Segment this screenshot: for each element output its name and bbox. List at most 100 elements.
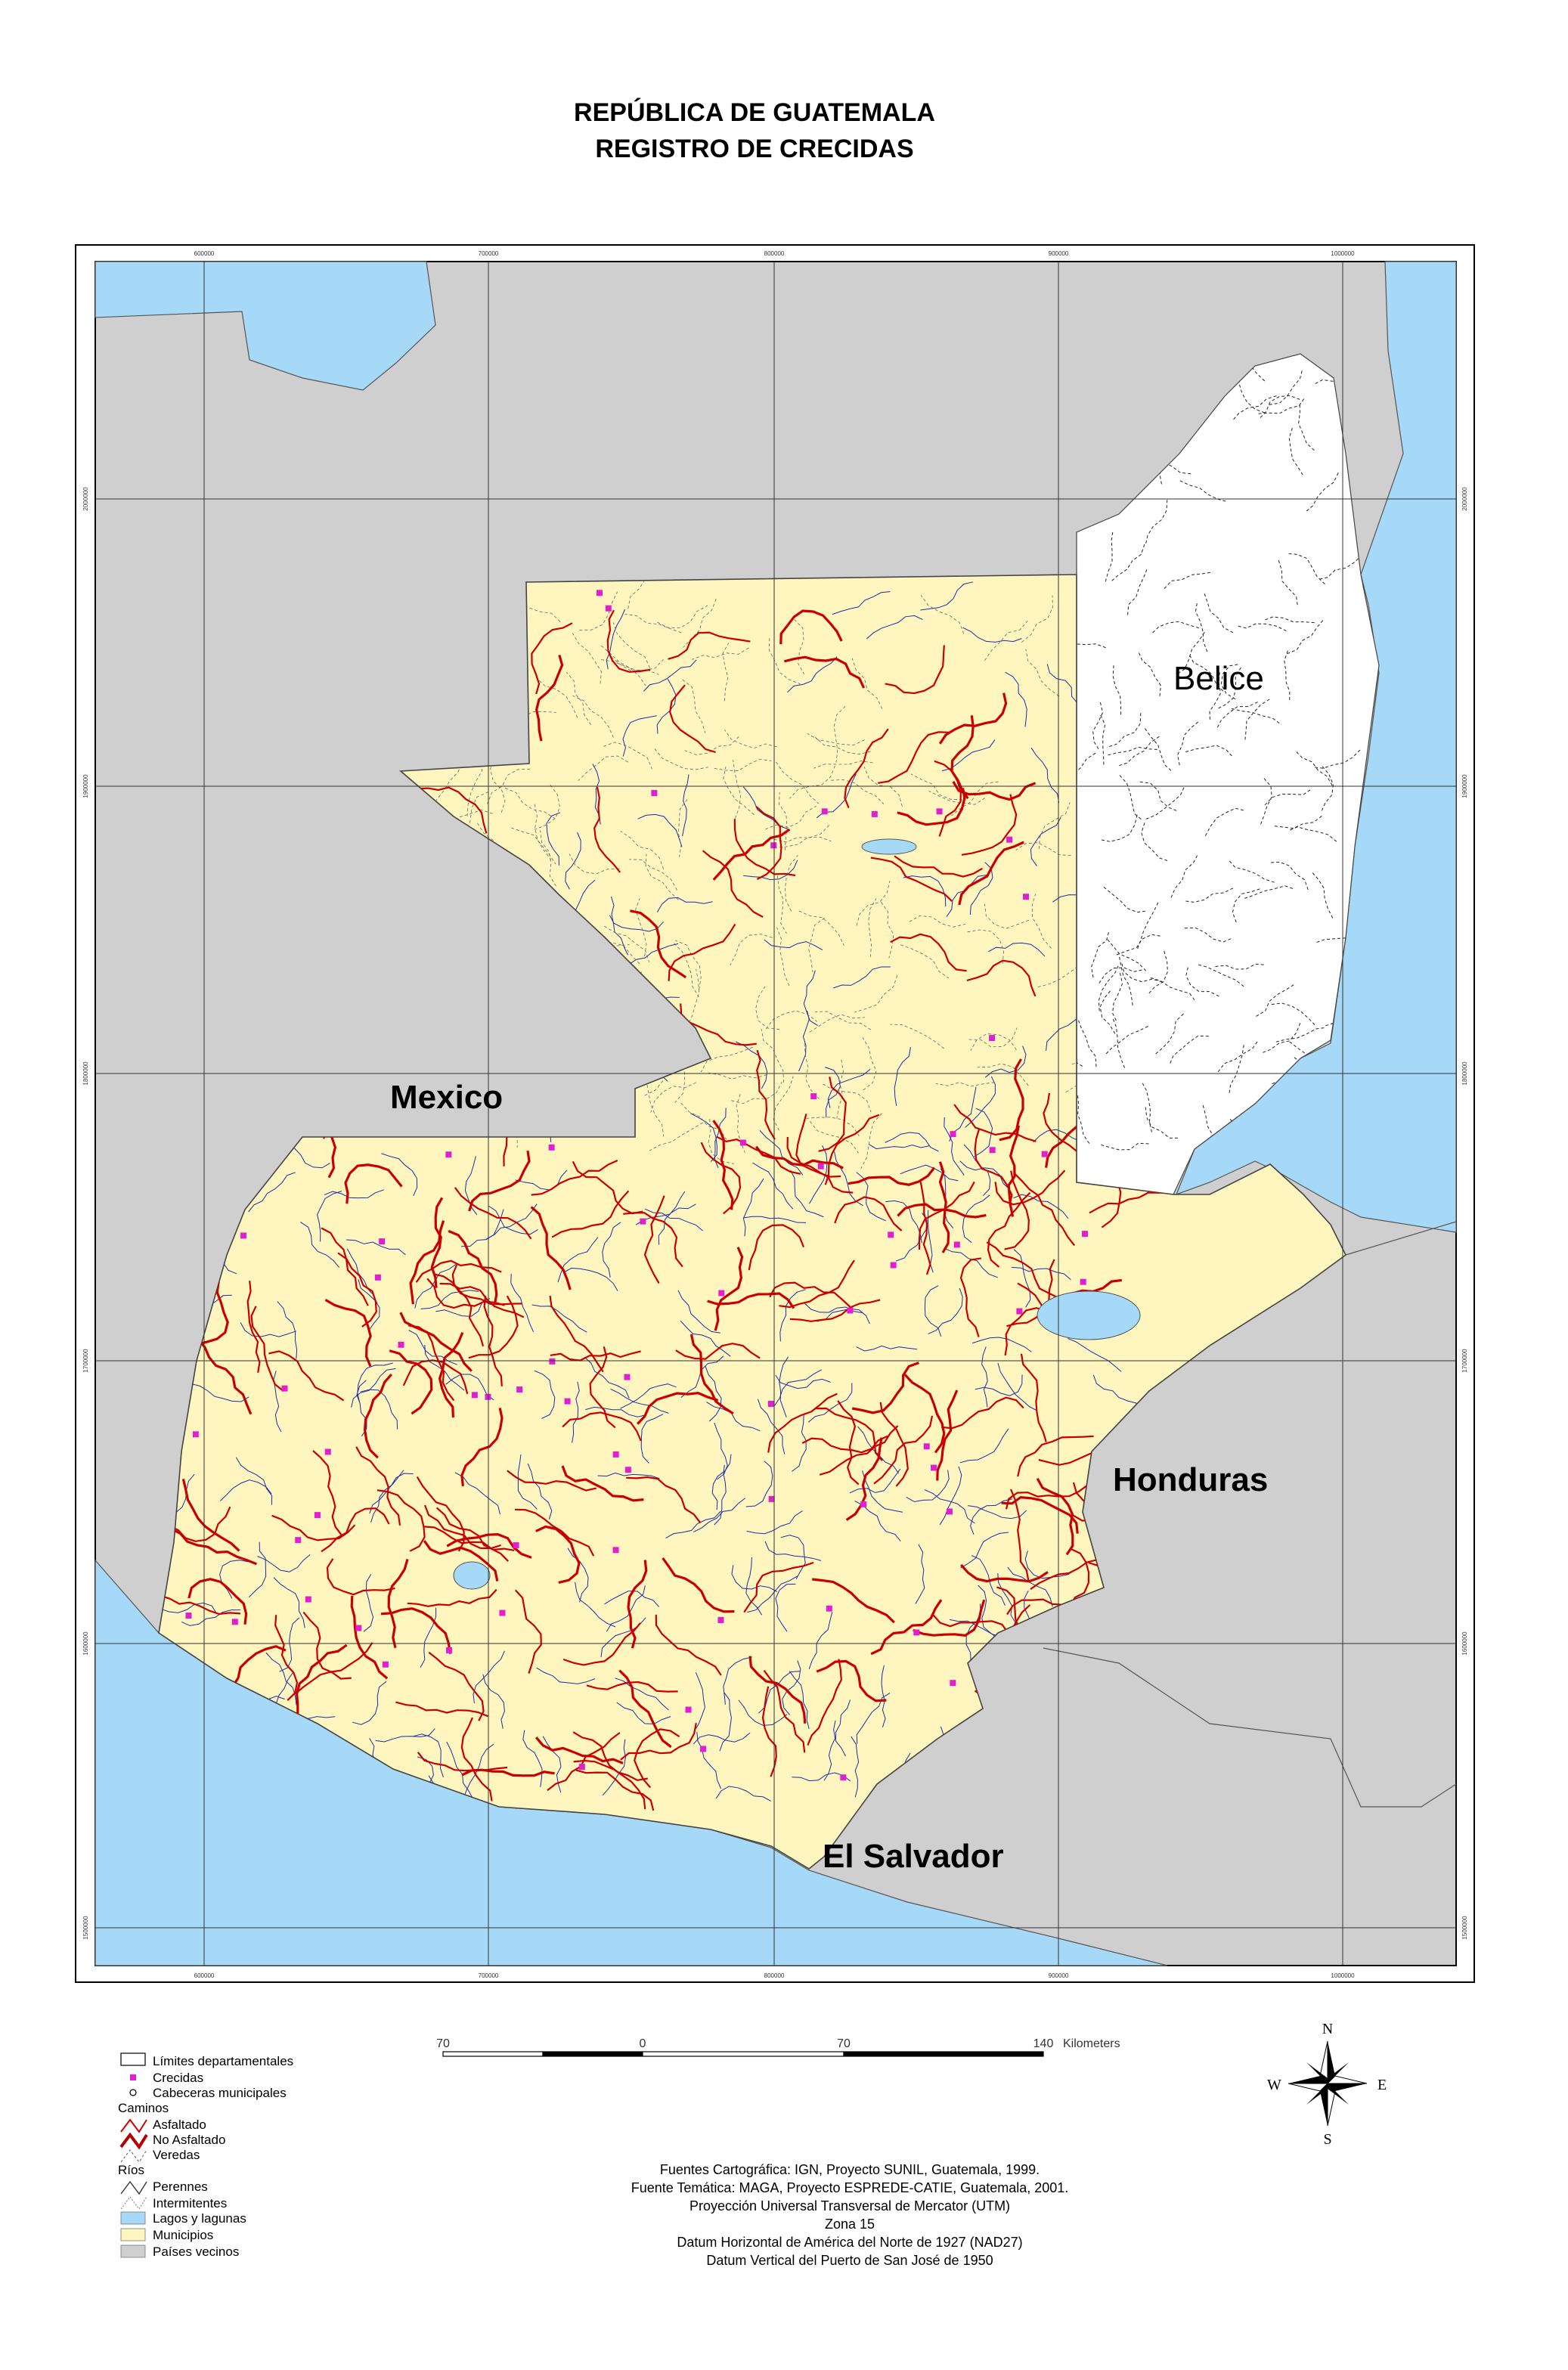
belize-path (1092, 702, 1104, 751)
river (775, 1583, 796, 1632)
trail (776, 927, 790, 987)
trail (970, 1033, 1017, 1051)
road (535, 654, 564, 742)
flood-point (612, 1451, 619, 1458)
trail (646, 1080, 665, 1137)
belize-path (1169, 1035, 1209, 1066)
grid-label: 1700000 (82, 1349, 89, 1373)
road (870, 857, 953, 902)
river (360, 1389, 398, 1430)
grid-label: 1600000 (82, 1631, 89, 1656)
legend-symbol (120, 2149, 147, 2163)
gulf-of-mexico (95, 261, 436, 391)
flood-point (826, 1605, 832, 1612)
road (1009, 1489, 1030, 1582)
river (792, 1414, 807, 1472)
road (894, 855, 983, 878)
river (782, 1660, 801, 1715)
belize-path (1179, 480, 1229, 503)
flood-point (605, 605, 612, 612)
trail (510, 827, 556, 865)
road (415, 1259, 502, 1283)
belize-path (1269, 861, 1309, 891)
trail (920, 594, 965, 634)
belize-path (1284, 650, 1291, 702)
belize-path (1317, 554, 1362, 581)
belize-path (1117, 736, 1160, 767)
belize-path (1118, 954, 1133, 1005)
belize-path (1176, 631, 1205, 676)
road (549, 1295, 604, 1373)
trail (490, 757, 506, 813)
river (787, 656, 838, 693)
road (514, 1589, 542, 1674)
road (620, 1722, 697, 1761)
legend-symbol (130, 2074, 136, 2080)
belize-path (1244, 885, 1295, 899)
legend-label: Crecidas (153, 2071, 203, 2085)
trail (935, 1082, 995, 1087)
belize-path (1228, 859, 1275, 883)
river (832, 591, 891, 615)
flood-point (445, 1151, 452, 1158)
river (987, 942, 1046, 957)
river (482, 1674, 505, 1729)
road (675, 1343, 761, 1360)
trail (684, 736, 739, 755)
flood-point (1081, 1231, 1088, 1238)
scale-segment (442, 2051, 544, 2057)
belize-path (1278, 560, 1299, 608)
legend-symbol (119, 2132, 148, 2150)
river (975, 1374, 1023, 1396)
road (589, 1346, 616, 1429)
grid-label: 1700000 (1461, 1349, 1468, 1373)
legend-label: Asfaltado (153, 2118, 206, 2132)
trail (516, 1106, 553, 1148)
river (807, 1383, 853, 1423)
belize-path (1145, 1107, 1180, 1139)
road (377, 1489, 426, 1552)
flood-point (1023, 894, 1030, 900)
river (615, 1678, 669, 1711)
river (1011, 1266, 1071, 1281)
grid-label: 900000 (1049, 1972, 1069, 1979)
belize-path (1256, 983, 1297, 1017)
river (920, 581, 973, 611)
road (958, 841, 1024, 906)
belize-path (1099, 814, 1138, 842)
belize-path (1104, 1026, 1148, 1056)
road (246, 1281, 261, 1373)
legend-label: Cabeceras municipales (153, 2086, 287, 2100)
belize-path (1260, 778, 1272, 827)
river (572, 1381, 580, 1443)
river (381, 1153, 418, 1197)
river (563, 1267, 618, 1291)
road (550, 1350, 641, 1362)
road (302, 1611, 352, 1680)
road (870, 1599, 943, 1656)
road (483, 1296, 503, 1386)
trail (566, 671, 591, 726)
river (351, 1368, 396, 1408)
road (407, 1588, 497, 1607)
scale-segment (843, 2051, 1044, 2057)
trail (700, 1046, 753, 1073)
river (324, 1189, 384, 1199)
river (534, 1370, 556, 1419)
belize-path (1287, 618, 1325, 655)
trail (675, 940, 702, 990)
river (1092, 1374, 1143, 1410)
trail (798, 910, 844, 946)
river (620, 1383, 677, 1409)
river (610, 896, 629, 956)
river (960, 1532, 1009, 1569)
river (835, 1699, 851, 1757)
road (187, 1578, 248, 1625)
road (668, 631, 751, 660)
river (849, 1468, 901, 1494)
trail (766, 1010, 818, 1030)
flood-point (871, 810, 878, 817)
belize-path (1077, 1093, 1090, 1144)
trail (733, 759, 742, 819)
trail (868, 898, 877, 958)
